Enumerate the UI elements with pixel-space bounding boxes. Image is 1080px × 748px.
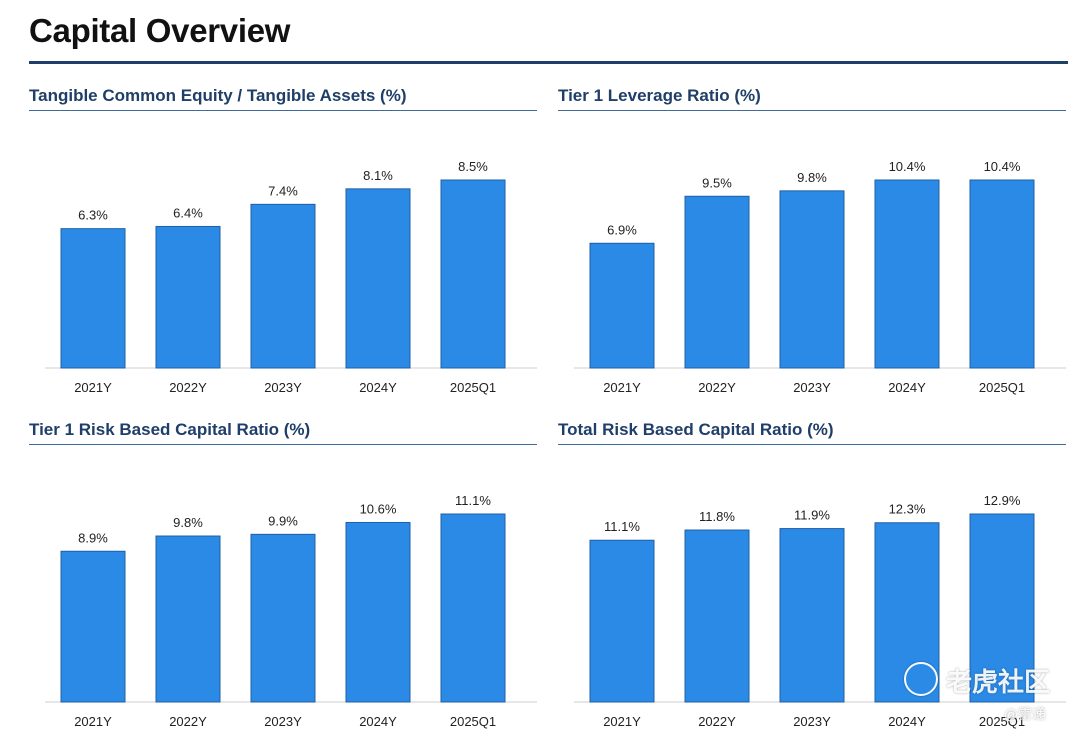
bar [250,203,316,369]
data-label: 10.6% [360,501,397,516]
x-tick-label: 2022Y [698,380,736,395]
bar [60,228,126,369]
bar [969,179,1035,369]
watermark-handle: @雷递 [1004,707,1046,723]
bar [969,513,1035,703]
bar [589,539,655,703]
data-label: 11.9% [794,508,830,523]
chart-panel-tier1-leverage: Tier 1 Leverage Ratio (%) 6.9% 2021Y 9.5% 2… [558,84,1068,414]
data-label: 9.5% [702,175,732,190]
x-tick-label: 2021Y [74,714,112,729]
data-label: 7.4% [268,183,298,198]
bar [155,225,221,369]
x-tick-label: 2024Y [888,380,926,395]
x-tick-label: 2025Q1 [450,714,496,729]
bar [684,529,750,703]
data-label: 8.9% [78,530,108,545]
x-tick-label: 2022Y [698,714,736,729]
data-label: 11.8% [699,509,735,524]
x-tick-label: 2022Y [169,714,207,729]
bar [684,195,750,369]
data-label: 12.9% [984,493,1021,508]
x-tick-label: 2025Q1 [979,380,1025,395]
bar [779,190,845,369]
x-tick-label: 2024Y [888,714,926,729]
x-tick-label: 2024Y [359,380,397,395]
data-label: 12.3% [889,502,926,517]
page-title: Capital Overview [29,12,291,49]
bar [60,550,126,703]
bar [779,528,845,703]
chart-title: Tier 1 Risk Based Capital Ratio (%) [29,418,537,445]
x-tick-label: 2024Y [359,714,397,729]
data-label: 11.1% [604,519,640,534]
watermark: 老虎社区 @雷递 [904,660,1074,730]
chart-tce-ta: 6.3% 2021Y 6.4% 2022Y 7.4% 2023Y 8.1% 2024Y 8.5%… [45,159,537,395]
bar [589,242,655,369]
data-label: 6.3% [78,208,108,223]
chart-tier1-risk-based: 8.9% 2021Y 9.8% 2022Y 9.9% 2023Y 10.6% 2024Y 11.… [45,493,537,729]
bar [250,533,316,703]
chart-panel-tier1-risk-based: Tier 1 Risk Based Capital Ratio (%) 8.9%… [29,418,539,748]
bar [345,521,411,703]
data-label: 9.8% [797,170,827,185]
x-tick-label: 2023Y [793,380,831,395]
x-tick-label: 2022Y [169,380,207,395]
x-tick-label: 2025Q1 [450,380,496,395]
bar [874,179,940,369]
data-label: 8.5% [458,159,488,174]
bar [155,535,221,703]
x-tick-label: 2021Y [603,714,641,729]
data-label: 10.4% [889,159,926,174]
bar [345,188,411,369]
data-label: 6.4% [173,205,203,220]
watermark-brand: 老虎社区 [946,668,1051,698]
data-label: 11.1% [455,493,491,508]
chart-title: Total Risk Based Capital Ratio (%) [558,418,1066,445]
x-tick-label: 2025Q1 [979,714,1025,729]
tiger-logo-icon [904,662,938,696]
x-tick-label: 2023Y [264,380,302,395]
title-divider [29,61,1068,64]
chart-tier1-leverage: 6.9% 2021Y 9.5% 2022Y 9.8% 2023Y 10.4% 2024Y 10.… [574,159,1066,395]
data-label: 9.9% [268,513,298,528]
x-tick-label: 2021Y [74,380,112,395]
data-label: 9.8% [173,515,203,530]
x-tick-label: 2023Y [264,714,302,729]
bar [440,179,506,369]
data-label: 8.1% [363,168,393,183]
bar [440,513,506,703]
data-label: 6.9% [607,222,637,237]
chart-panel-tce-ta: Tangible Common Equity / Tangible Assets… [29,84,539,414]
x-tick-label: 2023Y [793,714,831,729]
data-label: 10.4% [984,159,1021,174]
chart-title: Tangible Common Equity / Tangible Assets… [29,84,537,111]
chart-title: Tier 1 Leverage Ratio (%) [558,84,1066,111]
x-tick-label: 2021Y [603,380,641,395]
